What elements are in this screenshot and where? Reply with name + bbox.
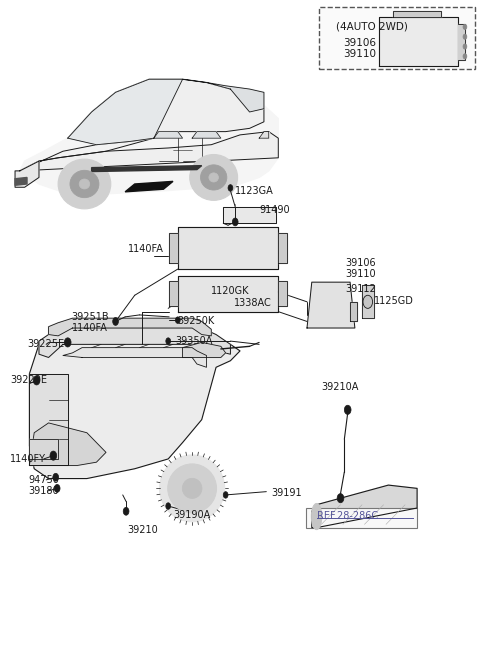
Bar: [319, 7, 475, 70]
Text: REF.28-286C: REF.28-286C: [317, 511, 378, 521]
Circle shape: [463, 44, 467, 49]
Polygon shape: [68, 79, 182, 145]
Text: 39220E: 39220E: [10, 375, 47, 385]
Ellipse shape: [190, 155, 238, 200]
Ellipse shape: [70, 171, 99, 197]
Circle shape: [113, 318, 119, 325]
Text: 39191: 39191: [271, 488, 302, 498]
Polygon shape: [393, 10, 441, 17]
Text: 39112: 39112: [345, 284, 376, 294]
Polygon shape: [20, 138, 154, 171]
Polygon shape: [92, 166, 202, 172]
Circle shape: [166, 502, 170, 509]
Polygon shape: [29, 423, 106, 466]
Circle shape: [64, 338, 71, 347]
Polygon shape: [278, 281, 287, 306]
Text: 1140FY: 1140FY: [10, 454, 46, 464]
Text: 39210A: 39210A: [322, 382, 359, 392]
Polygon shape: [29, 440, 58, 459]
Text: 39110: 39110: [345, 269, 376, 279]
Text: 39110: 39110: [343, 49, 376, 60]
Polygon shape: [20, 132, 278, 171]
Text: 39225E: 39225E: [27, 339, 64, 350]
Text: 91490: 91490: [259, 205, 290, 215]
Circle shape: [123, 507, 129, 515]
Circle shape: [463, 54, 467, 59]
Circle shape: [166, 338, 170, 344]
Polygon shape: [350, 302, 357, 321]
Text: 1125GD: 1125GD: [374, 295, 414, 306]
Ellipse shape: [58, 159, 111, 209]
Text: 39250K: 39250K: [178, 316, 215, 327]
Circle shape: [228, 184, 233, 191]
Text: 1120GK: 1120GK: [211, 286, 250, 297]
Polygon shape: [15, 177, 27, 185]
Text: 39350A: 39350A: [175, 336, 213, 346]
Text: 1140FA: 1140FA: [128, 245, 163, 255]
Text: 39106: 39106: [345, 258, 376, 268]
Ellipse shape: [209, 173, 218, 182]
Polygon shape: [29, 344, 240, 479]
Polygon shape: [259, 132, 269, 138]
Circle shape: [54, 484, 60, 492]
Circle shape: [175, 317, 180, 323]
Circle shape: [463, 34, 467, 39]
Text: 39106: 39106: [343, 38, 376, 49]
Text: 39251B: 39251B: [72, 312, 109, 322]
Polygon shape: [125, 181, 173, 192]
Circle shape: [232, 218, 238, 226]
Polygon shape: [458, 24, 465, 60]
Polygon shape: [20, 79, 278, 194]
Polygon shape: [223, 207, 276, 223]
Circle shape: [33, 376, 40, 385]
Text: 1338AC: 1338AC: [234, 298, 272, 308]
Ellipse shape: [168, 464, 216, 513]
Polygon shape: [192, 132, 221, 138]
Polygon shape: [15, 161, 39, 187]
Polygon shape: [169, 233, 178, 262]
Polygon shape: [63, 348, 206, 367]
Polygon shape: [68, 79, 264, 138]
Text: 39210: 39210: [128, 525, 158, 535]
Text: (4AUTO 2WD): (4AUTO 2WD): [336, 22, 408, 32]
Circle shape: [344, 405, 351, 415]
Text: 1140FA: 1140FA: [72, 323, 108, 333]
Ellipse shape: [159, 455, 225, 522]
Polygon shape: [362, 285, 374, 318]
Bar: [306, 508, 417, 527]
Text: 1123GA: 1123GA: [235, 186, 274, 195]
Ellipse shape: [182, 478, 202, 499]
Polygon shape: [379, 17, 458, 66]
Circle shape: [363, 295, 372, 308]
Polygon shape: [178, 276, 278, 312]
Polygon shape: [154, 132, 182, 138]
Circle shape: [463, 24, 467, 30]
Polygon shape: [29, 374, 68, 466]
Polygon shape: [182, 342, 226, 358]
Circle shape: [50, 451, 57, 461]
Ellipse shape: [79, 179, 90, 189]
Text: 94750: 94750: [28, 475, 59, 485]
Polygon shape: [48, 318, 211, 336]
Circle shape: [53, 474, 59, 482]
Polygon shape: [307, 282, 355, 328]
Text: 39180: 39180: [28, 486, 59, 496]
Polygon shape: [278, 233, 287, 262]
Ellipse shape: [201, 165, 227, 190]
Polygon shape: [178, 226, 278, 269]
Circle shape: [223, 491, 228, 498]
Ellipse shape: [312, 503, 322, 529]
Polygon shape: [169, 281, 178, 306]
Polygon shape: [312, 485, 417, 527]
Circle shape: [337, 493, 344, 502]
Text: 39190A: 39190A: [173, 510, 210, 520]
Polygon shape: [182, 79, 264, 112]
Polygon shape: [39, 328, 230, 358]
